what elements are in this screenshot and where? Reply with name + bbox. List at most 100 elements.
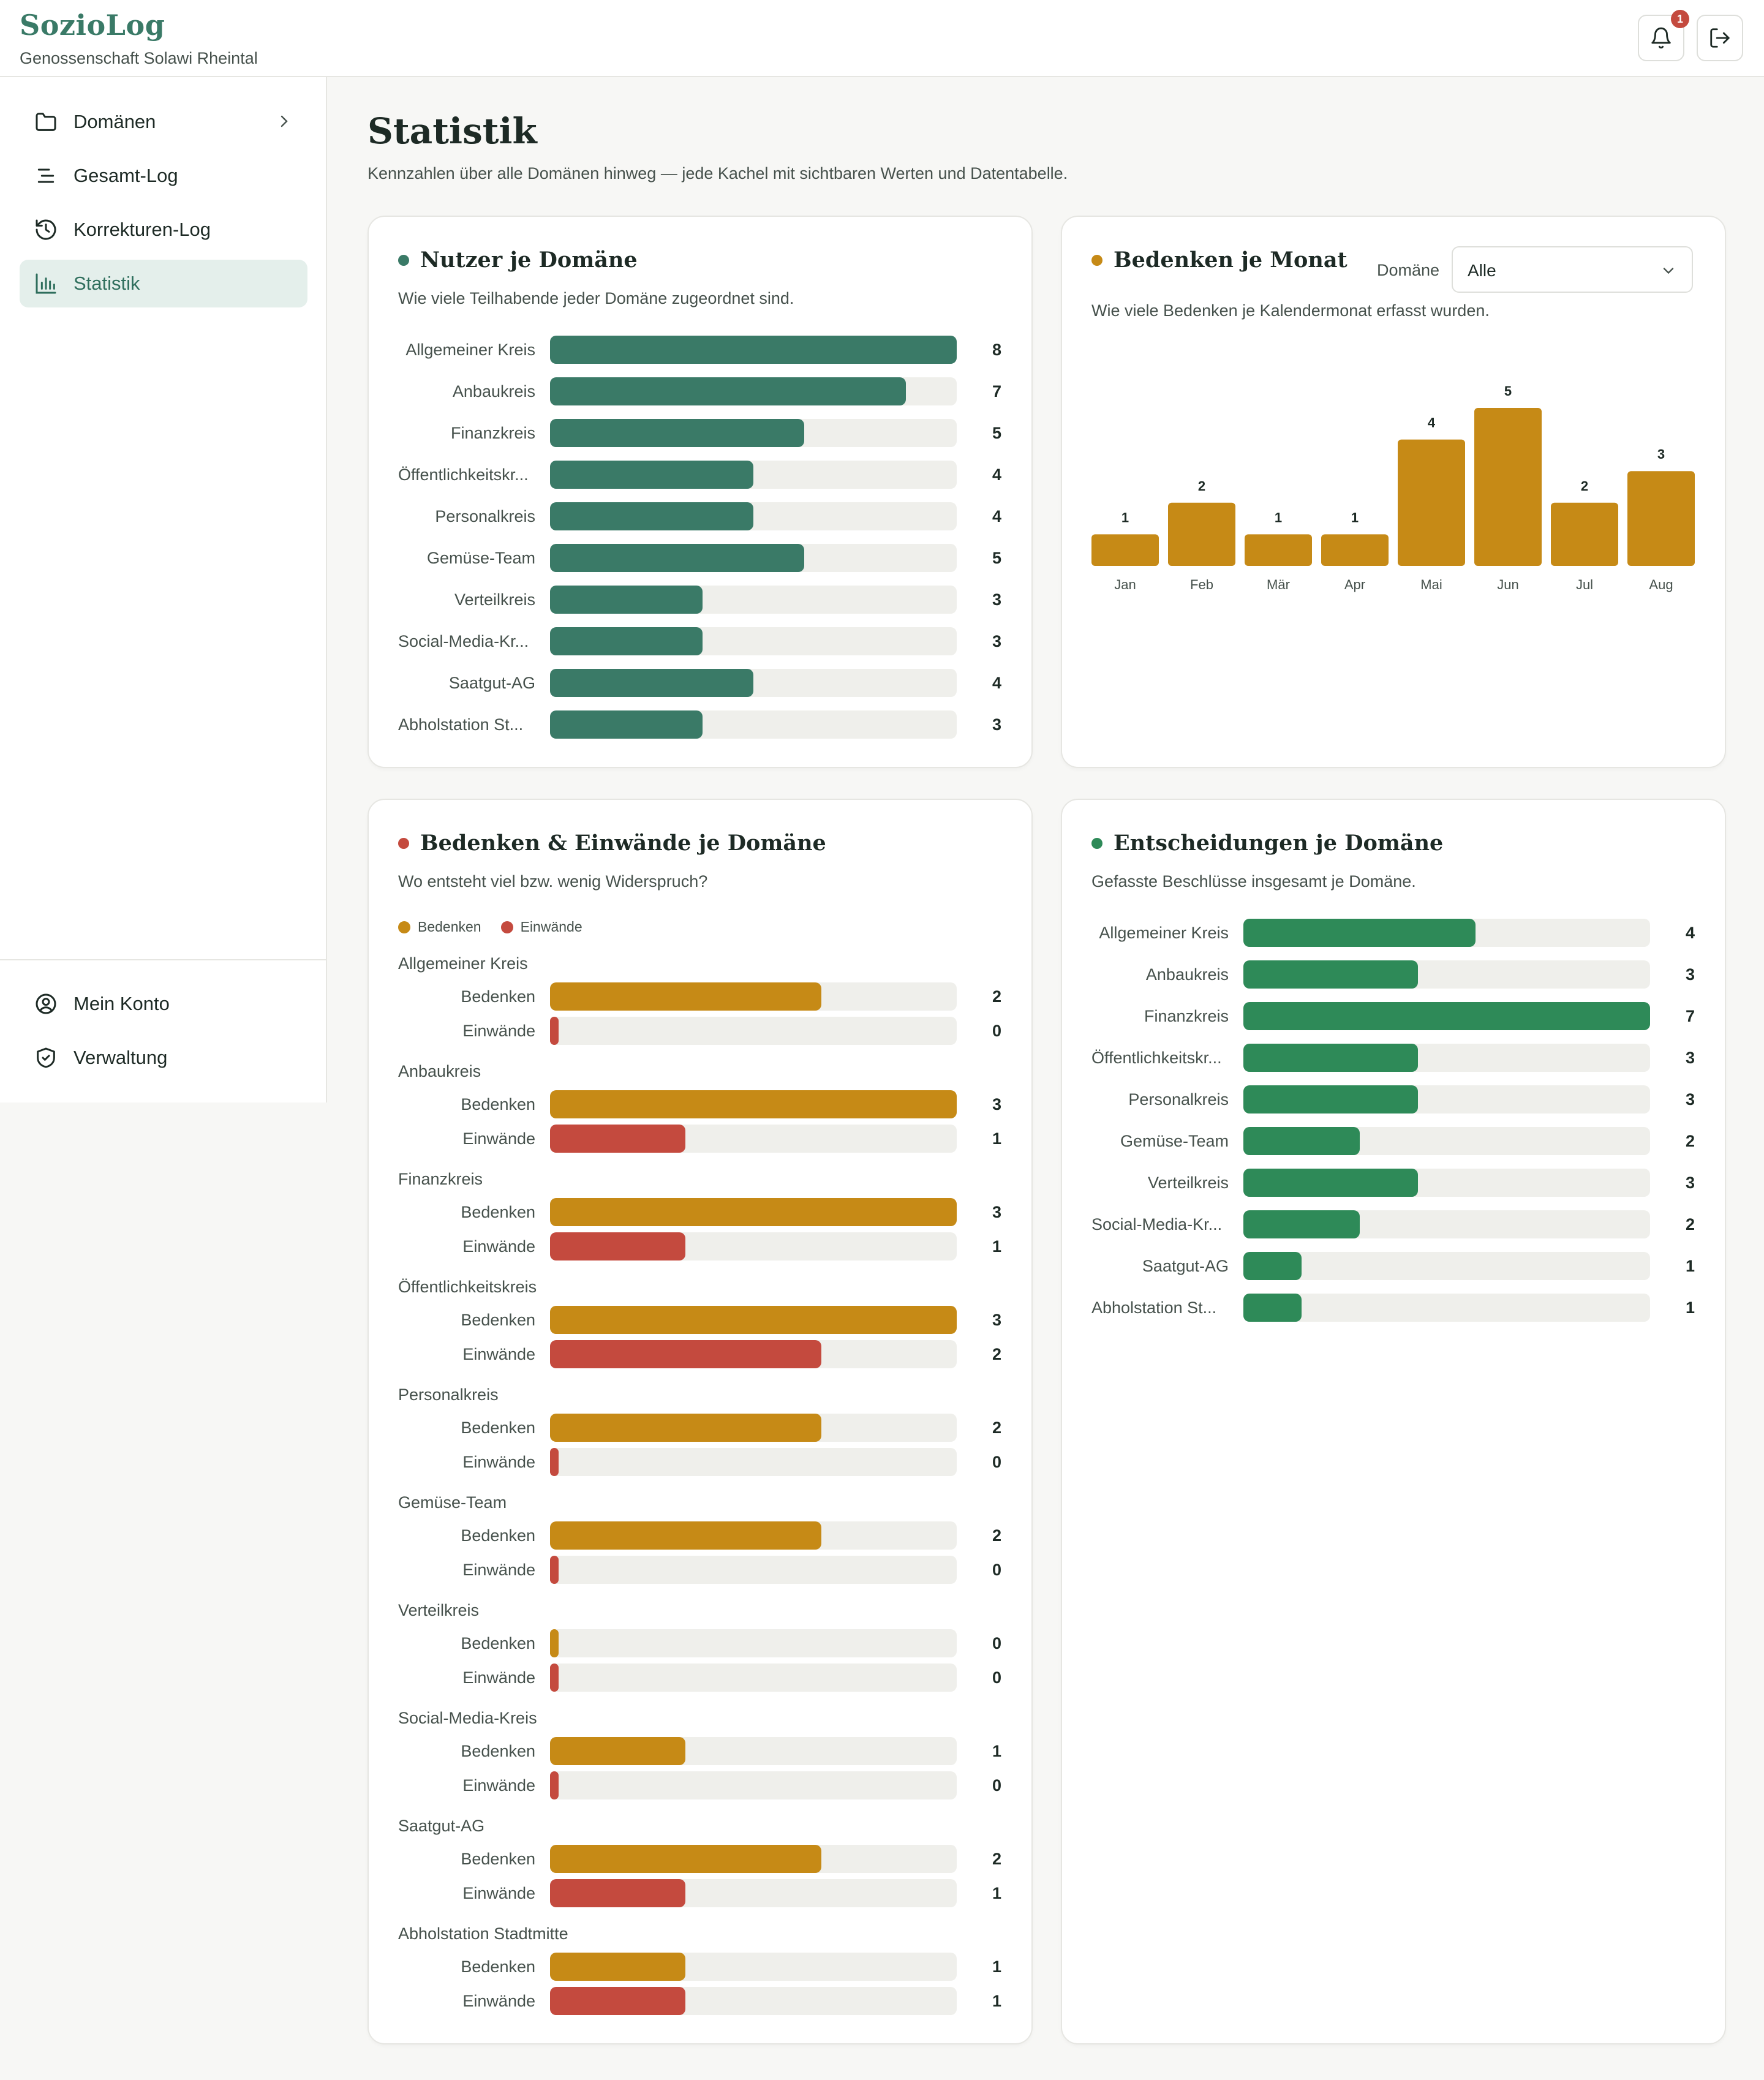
logout-icon xyxy=(1710,28,1730,48)
status-dot xyxy=(1091,837,1102,849)
bar-label: Social-Media-Kr... xyxy=(398,632,529,650)
bar-track xyxy=(550,1953,957,1981)
sidebar-item-label: Gesamt-Log xyxy=(74,165,178,186)
bar-track xyxy=(1243,1252,1650,1280)
bar-track xyxy=(1243,1044,1650,1072)
bar-value: 3 xyxy=(992,1311,1002,1329)
bar-label: Abholstation St... xyxy=(1091,1298,1217,1317)
bar-row: Gemüse-Team 2 xyxy=(1062,1126,1725,1155)
bar xyxy=(1474,408,1542,566)
notifications-button[interactable]: 1 xyxy=(1638,10,1689,61)
bar-row: Allgemeiner Kreis 8 xyxy=(369,334,1031,364)
data-label: 2 xyxy=(1198,478,1205,494)
domain-filter-value: Alle xyxy=(1468,261,1496,280)
monthly-bar-chart: 1 Jan 2 Feb 1 Mär 1 Apr 4 Mai 5 Jun 2 Jul 3 Aug xyxy=(1091,383,1695,592)
sidebar-item-label: Korrekturen-Log xyxy=(74,219,211,240)
sidebar-item-mein-konto[interactable]: Mein Konto xyxy=(20,980,307,1028)
sidebar-item-label: Mein Konto xyxy=(74,993,170,1014)
logout-button[interactable] xyxy=(1697,15,1743,61)
bar xyxy=(1243,1002,1650,1030)
tick-label: Feb xyxy=(1190,577,1213,592)
bar-track xyxy=(1243,1002,1650,1030)
app-logo[interactable]: SozioLog xyxy=(20,9,165,42)
bar-label: Social-Media-Kr... xyxy=(1091,1215,1223,1234)
bar-label: Öffentlichkeitskr... xyxy=(1091,1049,1222,1067)
bar-row: Anbaukreis 3 xyxy=(1062,959,1725,989)
bar-value: 0 xyxy=(992,1634,1002,1652)
bar-track xyxy=(550,1521,957,1550)
bar-label: Gemüse-Team xyxy=(426,549,535,567)
bar-value: 3 xyxy=(992,590,1002,609)
card-title: Bedenken & Einwände je Domäne xyxy=(398,831,826,856)
series-label: Bedenken xyxy=(461,1850,535,1868)
bar-row: Bedenken 3 xyxy=(369,1089,1031,1118)
data-label: 1 xyxy=(1351,510,1359,525)
series-label: Einwände xyxy=(462,1884,535,1902)
notification-badge: 1 xyxy=(1671,10,1689,28)
series-label: Bedenken xyxy=(461,1526,535,1545)
org-name: Genossenschaft Solawi Rheintal xyxy=(20,49,258,67)
data-label: 2 xyxy=(1581,478,1588,494)
bar-row: Saatgut-AG 4 xyxy=(369,668,1031,697)
status-dot xyxy=(398,254,409,266)
bar xyxy=(550,1340,821,1368)
bar-value: 1 xyxy=(992,1992,1002,2010)
bar xyxy=(1321,534,1389,566)
bar-row: Bedenken 3 xyxy=(369,1197,1031,1226)
bar-value: 1 xyxy=(992,1884,1002,1902)
bar-track xyxy=(1243,960,1650,989)
chart-card-users-per-domain: Nutzer je Domäne Wie viele Teilhabende j… xyxy=(368,216,1033,768)
bar xyxy=(550,1845,821,1873)
bar-value: 0 xyxy=(992,1561,1002,1579)
sidebar-item-statistik[interactable]: Statistik xyxy=(20,260,307,307)
bar xyxy=(1243,1127,1360,1155)
sidebar-item-gesamt-log[interactable]: Gesamt-Log xyxy=(20,152,307,200)
series-label: Einwände xyxy=(462,1668,535,1687)
bar-row: Gemüse-Team 5 xyxy=(369,543,1031,572)
bar-value: 2 xyxy=(992,1526,1002,1545)
bar-value: 2 xyxy=(1686,1215,1695,1234)
bar xyxy=(550,336,957,364)
bar-row: Bedenken 3 xyxy=(369,1305,1031,1334)
bar-value: 2 xyxy=(992,987,1002,1006)
bar-track xyxy=(550,710,957,739)
sidebar-item-verwaltung[interactable]: Verwaltung xyxy=(20,1034,307,1082)
chart-card-concerns-objections: Bedenken & Einwände je Domäne Wo entsteh… xyxy=(368,799,1033,2044)
bar-row: Anbaukreis 7 xyxy=(369,376,1031,405)
folder-icon xyxy=(33,109,59,135)
group-label: Abholstation Stadtmitte xyxy=(398,1924,568,1943)
bar xyxy=(550,1737,686,1765)
bar xyxy=(550,1017,559,1045)
bar-value: 0 xyxy=(992,1668,1002,1687)
bar-row: Personalkreis 3 xyxy=(1062,1084,1725,1113)
bar xyxy=(1245,534,1312,566)
sidebar-item-label: Statistik xyxy=(74,273,140,294)
bar-row: Verteilkreis 3 xyxy=(1062,1167,1725,1197)
sidebar-item-domaenen[interactable]: Domänen xyxy=(20,98,307,146)
series-label: Einwände xyxy=(462,1992,535,2010)
series-label: Bedenken xyxy=(461,1958,535,1976)
group-label: Personalkreis xyxy=(398,1385,499,1404)
data-label: 1 xyxy=(1121,510,1129,525)
bar-label: Anbaukreis xyxy=(1145,965,1229,984)
bar-value: 1 xyxy=(1686,1257,1695,1275)
bar xyxy=(1243,1169,1418,1197)
domain-filter-label: Domäne xyxy=(1377,261,1440,279)
bar xyxy=(1398,439,1465,566)
bar-track xyxy=(550,1629,957,1657)
bar-track xyxy=(550,1232,957,1260)
chevron-down-icon xyxy=(1660,262,1677,284)
bar-label: Verteilkreis xyxy=(454,590,535,609)
bar-row: Bedenken 1 xyxy=(369,1736,1031,1765)
bar-value: 3 xyxy=(1686,1174,1695,1192)
bar-track xyxy=(550,1664,957,1692)
bar-row: Bedenken 2 xyxy=(369,1844,1031,1873)
bar-row: Bedenken 1 xyxy=(369,1951,1031,1981)
group-label: Finanzkreis xyxy=(398,1170,483,1188)
bar-value: 4 xyxy=(992,674,1002,692)
domain-filter-select[interactable]: Alle xyxy=(1452,246,1693,293)
legend-swatch xyxy=(398,921,410,933)
sidebar-item-korrekturen-log[interactable]: Korrekturen-Log xyxy=(20,206,307,254)
bar-track xyxy=(550,1340,957,1368)
chevron-right-icon xyxy=(274,111,294,136)
